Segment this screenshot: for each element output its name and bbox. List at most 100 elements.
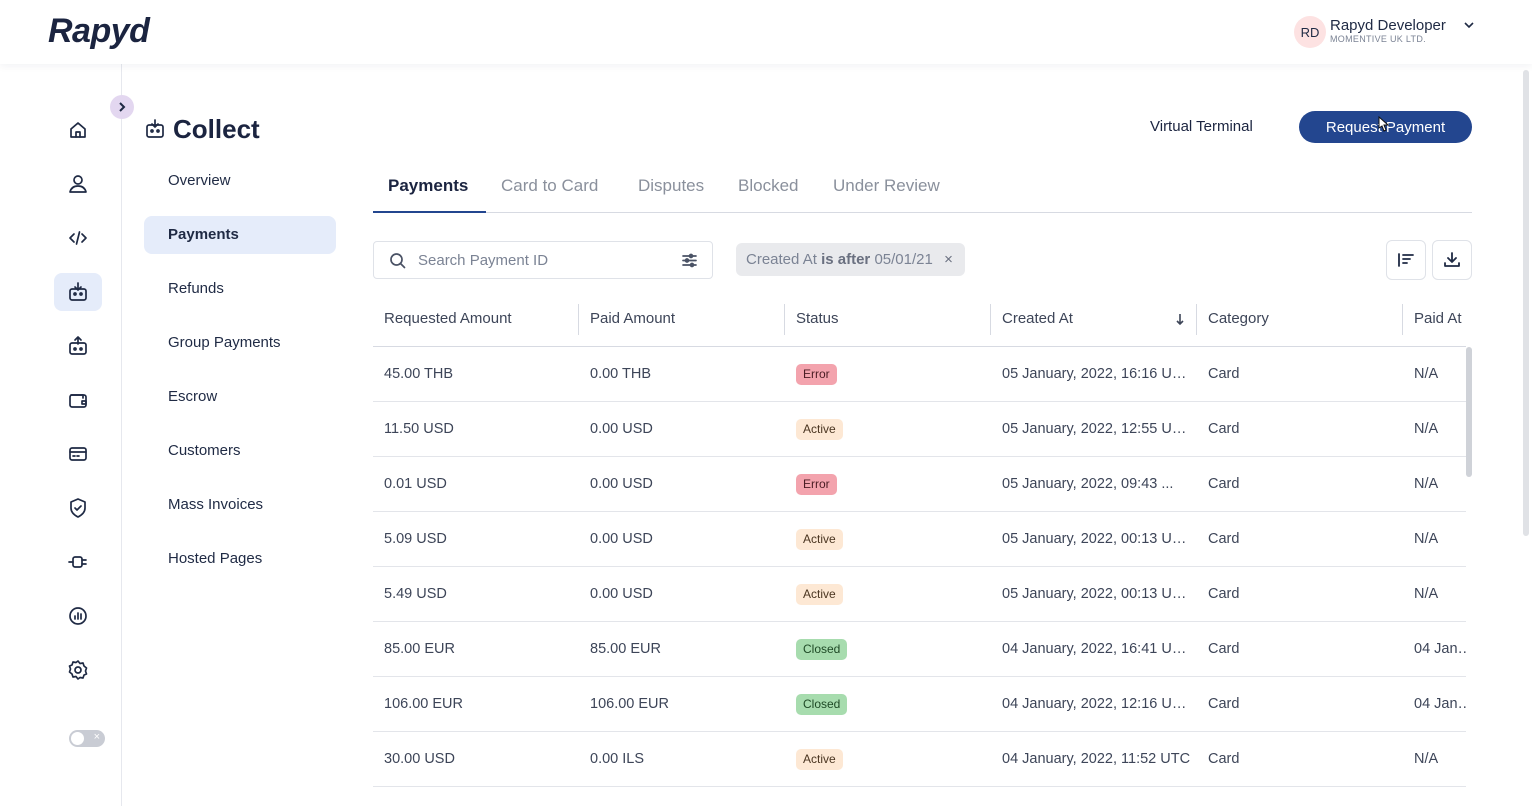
user-name[interactable]: Rapyd Developer xyxy=(1330,17,1446,34)
cell-category: Card xyxy=(1208,696,1240,712)
rail-item-user[interactable] xyxy=(54,165,102,203)
cell-created: 05 January, 2022, 00:13 UTC xyxy=(1002,586,1191,602)
cell-category: Card xyxy=(1208,751,1240,767)
cell-requested: 0.01 USD xyxy=(384,476,447,492)
tab-under-review[interactable]: Under Review xyxy=(833,176,940,195)
rail-item-plug[interactable] xyxy=(54,543,102,581)
status-badge: Error xyxy=(796,474,837,495)
rail-item-wallet[interactable] xyxy=(54,381,102,419)
rail-item-code[interactable] xyxy=(54,219,102,257)
shield-check-icon xyxy=(70,498,86,518)
cell-paid: 0.00 THB xyxy=(590,366,651,382)
cell-paid-at: N/A xyxy=(1414,421,1439,437)
cell-paid: 0.00 USD xyxy=(590,531,653,547)
cell-created: 05 January, 2022, 12:55 UTC xyxy=(1002,421,1191,437)
table-row[interactable]: 0.01 USD 0.00 USD Error 05 January, 2022, 0… xyxy=(373,457,1466,512)
column-header-category[interactable]: Category xyxy=(1208,310,1269,327)
rail-item-shield-check[interactable] xyxy=(54,489,102,527)
subnav-item-overview[interactable]: Overview xyxy=(168,172,231,189)
subnav-item-hosted-pages[interactable]: Hosted Pages xyxy=(168,550,263,567)
rail-item-home[interactable] xyxy=(54,111,102,149)
cell-paid-at: N/A xyxy=(1414,531,1439,547)
request-payment-button[interactable]: Request Payment xyxy=(1299,111,1472,143)
disburse-icon xyxy=(69,336,87,355)
table-row[interactable]: 30.00 USD 0.00 ILS Active 04 January, 2022,… xyxy=(373,732,1466,787)
subnav-item-mass-invoices[interactable]: Mass Invoices xyxy=(168,496,264,513)
rapyd-logo[interactable]: Rapyd xyxy=(48,12,150,50)
column-header-created-at[interactable]: Created At xyxy=(1002,310,1073,327)
cell-requested: 30.00 USD xyxy=(384,751,455,767)
status-badge: Closed xyxy=(796,694,848,715)
cell-requested: 5.49 USD xyxy=(384,586,447,602)
payments-table: Requested Amount Paid Amount Status Crea… xyxy=(373,292,1466,806)
cell-created: 05 January, 2022, 09:43 ... xyxy=(1002,476,1174,492)
subnav-item-escrow[interactable]: Escrow xyxy=(168,388,218,405)
page-scrollbar[interactable] xyxy=(1523,70,1529,536)
rail-item-disburse[interactable] xyxy=(54,327,102,365)
table-row[interactable]: 11.50 USD 0.00 USD Active 05 January, 2022,… xyxy=(373,402,1466,457)
cell-category: Card xyxy=(1208,476,1240,492)
top-bar: Rapyd RD Rapyd Developer MOMENTIVE UK LT… xyxy=(0,0,1532,64)
wallet-icon xyxy=(69,394,87,408)
column-header-requested-amount[interactable]: Requested Amount xyxy=(384,310,512,327)
filter-field: Created At xyxy=(746,251,817,268)
subnav-item-customers[interactable]: Customers xyxy=(168,442,241,459)
subnav-item-group-payments[interactable]: Group Payments xyxy=(168,334,281,351)
status-badge: Error xyxy=(796,364,837,385)
table-row[interactable]: 5.09 USD 0.00 USD Active 05 January, 2022, … xyxy=(373,512,1466,567)
tab-blocked[interactable]: Blocked xyxy=(738,176,799,195)
remove-filter-icon[interactable]: × xyxy=(944,251,953,268)
download-button[interactable] xyxy=(1432,240,1472,280)
cell-requested: 11.50 USD xyxy=(384,421,454,437)
sort-lines-icon xyxy=(1398,253,1414,267)
table-row[interactable]: 106.00 EUR 106.00 EUR Closed 04 January, 20… xyxy=(373,677,1466,732)
status-badge: Active xyxy=(796,749,843,770)
download-icon xyxy=(1444,252,1460,267)
table-row[interactable]: 45.00 THB 0.00 THB Error 05 January, 2022, … xyxy=(373,347,1466,402)
table-row[interactable]: 85.00 EUR 85.00 EUR Closed 04 January, 2022… xyxy=(373,622,1466,677)
theme-toggle[interactable]: × xyxy=(69,730,105,747)
rail-item-card[interactable] xyxy=(54,435,102,473)
filter-settings-icon[interactable] xyxy=(681,252,698,269)
column-header-status[interactable]: Status xyxy=(796,310,839,327)
cell-paid: 0.00 USD xyxy=(590,586,653,602)
table-scrollbar[interactable] xyxy=(1466,347,1472,477)
tab-card-to-card[interactable]: Card to Card xyxy=(501,176,599,195)
cell-requested: 45.00 THB xyxy=(384,366,454,382)
rail-item-reports[interactable] xyxy=(54,597,102,635)
home-icon xyxy=(70,122,86,138)
virtual-terminal-link[interactable]: Virtual Terminal xyxy=(1150,118,1253,135)
rail-item-collect[interactable] xyxy=(54,273,102,311)
rail-item-settings[interactable] xyxy=(54,651,102,689)
status-badge: Active xyxy=(796,419,843,440)
cell-paid: 0.00 USD xyxy=(590,476,653,492)
active-tab-indicator xyxy=(373,211,486,213)
filter-value: 05/01/21 xyxy=(874,251,933,268)
column-header-paid-amount[interactable]: Paid Amount xyxy=(590,310,676,327)
expand-sidebar-button[interactable] xyxy=(110,95,134,119)
cell-paid-at: N/A xyxy=(1414,366,1439,382)
cell-paid-at: 04 January xyxy=(1414,641,1466,657)
card-icon xyxy=(69,447,87,461)
chevron-down-icon[interactable] xyxy=(1462,18,1476,32)
cell-created: 04 January, 2022, 11:52 UTC xyxy=(1002,751,1191,767)
tab-bar: Payments Card to Card Disputes Blocked U… xyxy=(373,168,1472,213)
user-avatar[interactable]: RD xyxy=(1294,16,1326,48)
tab-payments[interactable]: Payments xyxy=(388,176,469,195)
sort-columns-button[interactable] xyxy=(1386,240,1426,280)
table-row[interactable]: 5.49 USD 0.00 USD Active 05 January, 2022, … xyxy=(373,567,1466,622)
tab-disputes[interactable]: Disputes xyxy=(638,176,705,195)
sort-descending-icon[interactable] xyxy=(1173,312,1187,326)
search-input[interactable] xyxy=(418,250,668,270)
filter-chip[interactable]: Created At is after 05/01/21 × xyxy=(736,243,965,276)
cell-category: Card xyxy=(1208,531,1240,547)
cell-paid: 0.00 ILS xyxy=(590,751,645,767)
column-header-paid-at[interactable]: Paid At xyxy=(1414,310,1462,327)
subnav-item-refunds[interactable]: Refunds xyxy=(168,280,224,297)
cell-paid-at: N/A xyxy=(1414,586,1439,602)
user-icon xyxy=(69,175,87,193)
subnav-item-payments[interactable]: Payments xyxy=(144,216,336,254)
plug-icon xyxy=(68,556,87,568)
cell-paid-at: N/A xyxy=(1414,751,1439,767)
reports-icon xyxy=(69,607,87,625)
